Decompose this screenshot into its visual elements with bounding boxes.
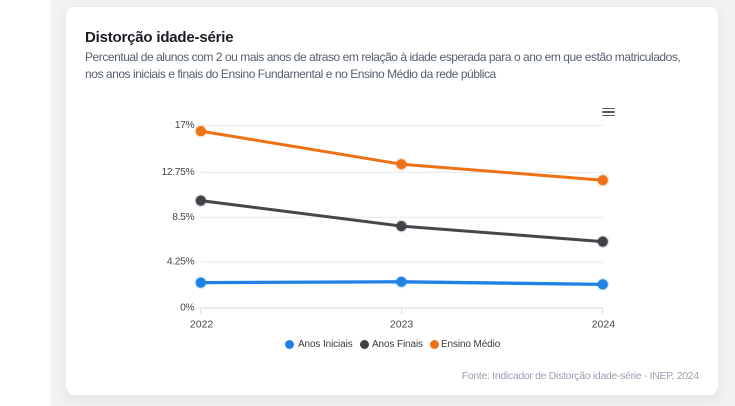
svg-text:4.25%: 4.25% — [167, 257, 195, 268]
svg-text:8.5%: 8.5% — [172, 212, 194, 223]
svg-text:0%: 0% — [180, 303, 194, 314]
svg-text:2023: 2023 — [390, 319, 414, 331]
svg-text:17%: 17% — [175, 120, 195, 131]
svg-text:2024: 2024 — [592, 319, 616, 331]
svg-text:12.75%: 12.75% — [161, 167, 194, 178]
svg-text:2022: 2022 — [190, 319, 214, 331]
